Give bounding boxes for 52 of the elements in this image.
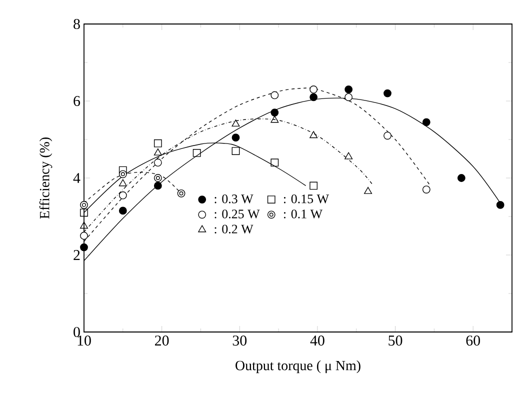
point xyxy=(310,93,318,102)
point xyxy=(270,108,279,117)
point xyxy=(232,147,240,156)
point xyxy=(154,182,162,190)
point xyxy=(422,186,430,194)
point xyxy=(270,116,279,123)
point xyxy=(118,191,127,200)
point xyxy=(80,243,88,252)
x-tick-label: 30 xyxy=(232,336,247,346)
point xyxy=(310,182,318,190)
legend-label: : 0.15 W xyxy=(284,194,329,204)
point xyxy=(344,93,353,102)
x-tick-label: 50 xyxy=(388,336,402,346)
y-axis-title: Efficiency (%) xyxy=(39,138,52,219)
legend-label: : 0.2 W xyxy=(214,224,254,234)
legend-label: : 0.25 W xyxy=(214,210,260,218)
point xyxy=(80,232,88,240)
point xyxy=(118,166,127,174)
point xyxy=(384,89,392,98)
x-tick-label: 60 xyxy=(466,336,480,346)
point xyxy=(344,86,353,94)
x-tick-label: 20 xyxy=(155,336,169,346)
x-tick-label: 40 xyxy=(310,336,324,346)
point xyxy=(457,174,466,182)
point xyxy=(80,222,88,229)
point xyxy=(118,206,127,215)
point xyxy=(344,152,353,160)
x-tick-label: 10 xyxy=(78,336,91,346)
y-tick-label: 6 xyxy=(74,96,80,106)
legend-label: : 0.3 W xyxy=(214,194,254,204)
point xyxy=(192,149,201,157)
x-axis-title: Output torque ( μ Nm) xyxy=(236,360,360,374)
point xyxy=(364,186,372,194)
legend-label: : 0.1 W xyxy=(284,210,323,218)
point xyxy=(310,86,318,94)
point xyxy=(384,132,392,140)
point xyxy=(422,118,430,126)
point xyxy=(154,158,162,167)
point xyxy=(232,134,240,142)
point xyxy=(232,120,240,127)
point xyxy=(270,158,279,167)
point xyxy=(154,139,162,148)
y-tick-label: 4 xyxy=(73,173,80,183)
y-tick-label: 0 xyxy=(74,326,80,338)
point xyxy=(496,201,504,209)
point xyxy=(154,148,162,156)
point xyxy=(310,131,318,138)
y-tick-label: 2 xyxy=(74,250,80,260)
point xyxy=(80,208,88,217)
point xyxy=(270,91,279,100)
y-tick-label: 8 xyxy=(74,18,80,30)
point xyxy=(118,179,127,186)
